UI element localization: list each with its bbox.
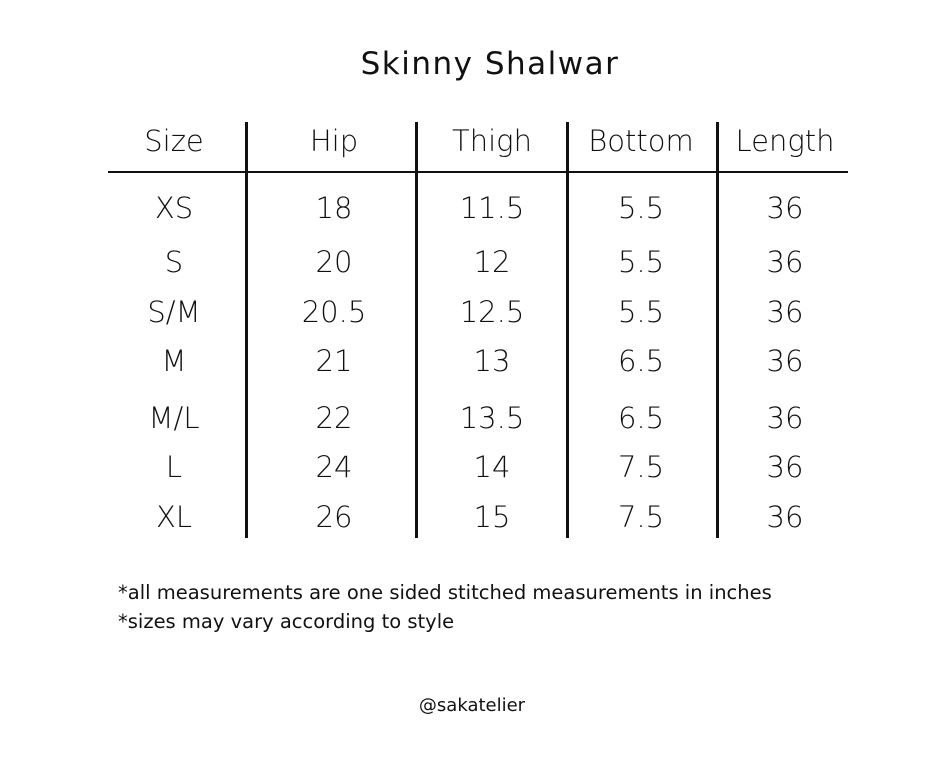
table-cell: 6.5: [617, 401, 665, 435]
table-cell: 20: [315, 245, 353, 279]
table-cell: S: [164, 245, 184, 279]
table-cell: 36: [766, 245, 804, 279]
table-cell: M/L: [148, 401, 200, 435]
table-cell: XL: [155, 500, 193, 534]
table-cell: 15: [473, 500, 511, 534]
table-cell: 12.5: [459, 295, 525, 329]
table-cell: 7.5: [617, 500, 665, 534]
table-cell: 5.5: [617, 295, 665, 329]
column-header: Thigh: [452, 124, 532, 158]
table-cell: 21: [315, 344, 353, 378]
table-cell: 14: [473, 450, 511, 484]
table-cell: L: [165, 450, 183, 484]
table-cell: 36: [766, 191, 804, 225]
table-cell: 26: [315, 500, 353, 534]
table-cell: 20.5: [301, 295, 367, 329]
table-cell: 5.5: [617, 245, 665, 279]
table-cell: 22: [315, 401, 353, 435]
column-header: Length: [735, 124, 835, 158]
table-cell: 13: [473, 344, 511, 378]
social-handle: @sakatelier: [418, 695, 526, 716]
footnote: *all measurements are one sided stitched…: [118, 581, 772, 604]
column-divider: [716, 122, 719, 538]
column-divider: [415, 122, 418, 538]
table-cell: 24: [315, 450, 353, 484]
column-header: Hip: [309, 124, 359, 158]
table-cell: 36: [766, 500, 804, 534]
page-title: Skinny Shalwar: [360, 46, 620, 82]
column-header: Size: [144, 124, 204, 158]
table-cell: XS: [154, 191, 194, 225]
table-cell: 5.5: [617, 191, 665, 225]
table-cell: 7.5: [617, 450, 665, 484]
column-header: Bottom: [588, 124, 694, 158]
column-divider: [245, 122, 248, 538]
table-cell: 11.5: [459, 191, 525, 225]
table-cell: S/M: [147, 295, 201, 329]
footnote: *sizes may vary according to style: [118, 610, 455, 633]
table-cell: 36: [766, 344, 804, 378]
table-cell: M: [161, 344, 187, 378]
table-cell: 18: [315, 191, 353, 225]
column-divider: [566, 122, 569, 538]
table-cell: 36: [766, 401, 804, 435]
header-divider: [108, 171, 848, 173]
table-cell: 6.5: [617, 344, 665, 378]
table-cell: 36: [766, 450, 804, 484]
table-cell: 36: [766, 295, 804, 329]
table-cell: 12: [473, 245, 511, 279]
table-cell: 13.5: [459, 401, 525, 435]
